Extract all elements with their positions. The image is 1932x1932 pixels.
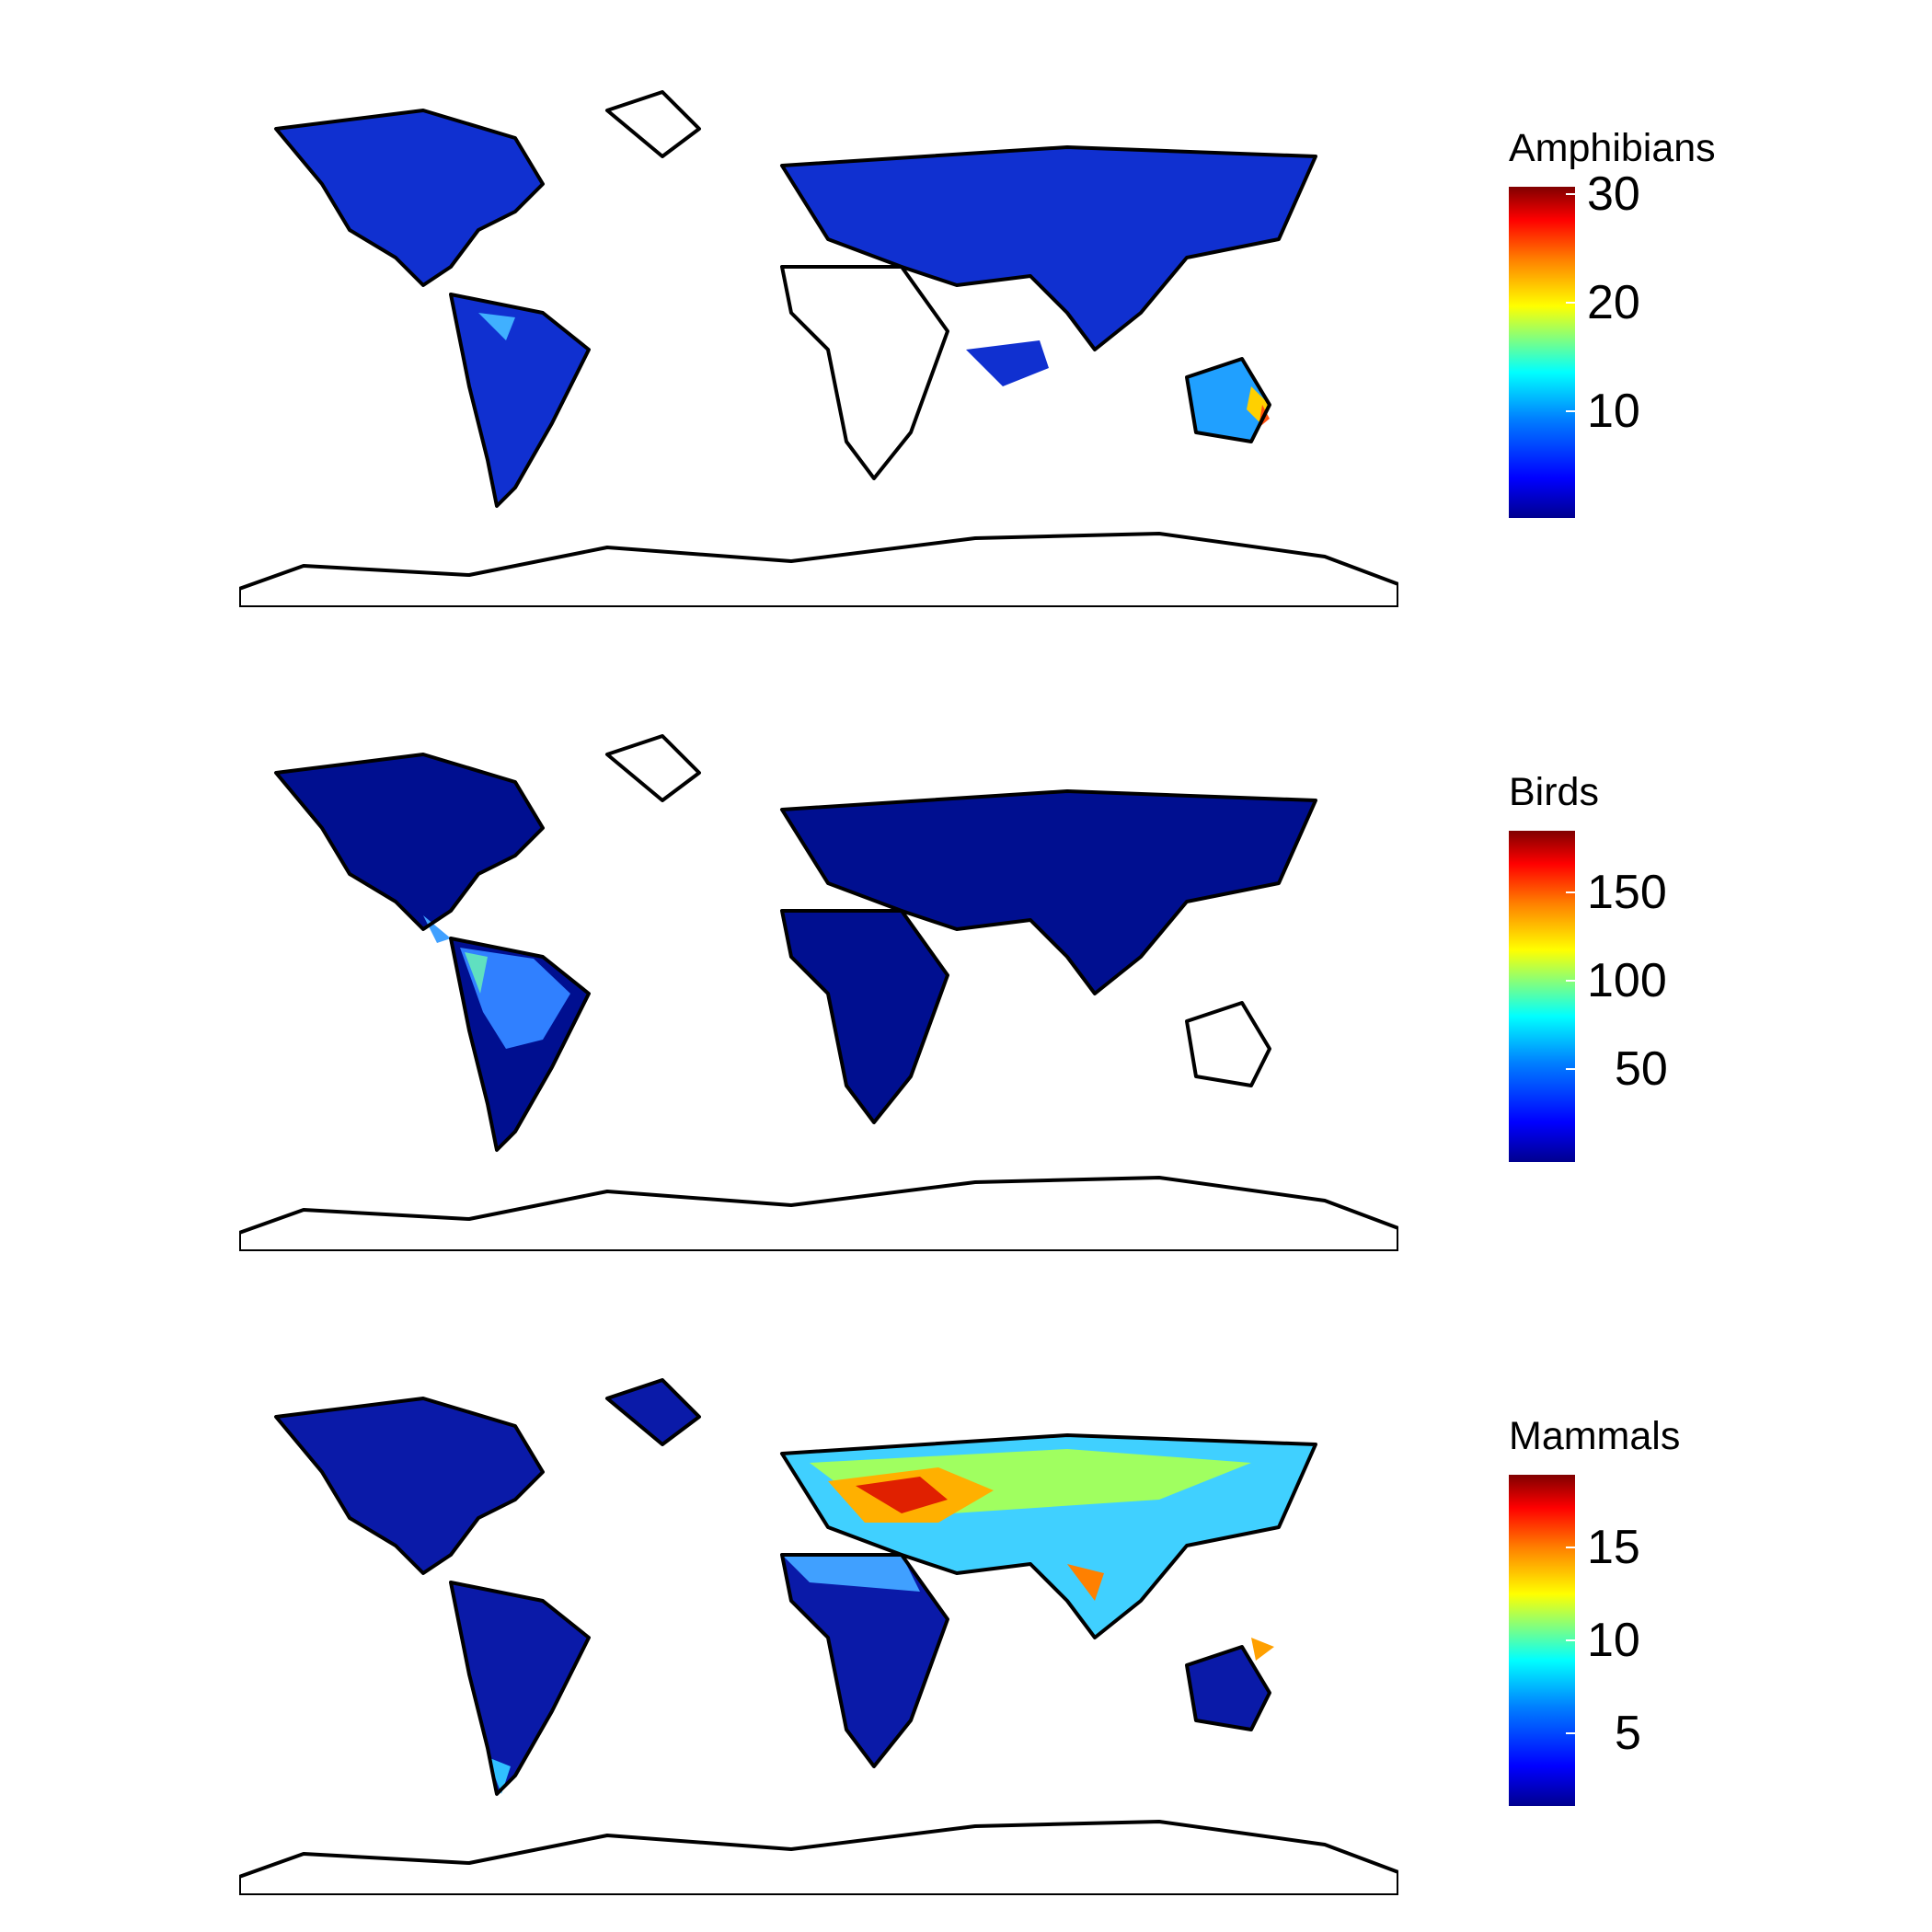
birds-map — [239, 734, 1398, 1251]
land-fill — [276, 110, 1316, 506]
tick-mark — [1566, 1068, 1575, 1070]
birds-panel: Birds 150 100 50 — [0, 644, 1932, 1288]
tick-mark — [1566, 980, 1575, 982]
land-fill — [276, 754, 1316, 1150]
tick-mark — [1566, 410, 1575, 412]
tick-label: 150 — [1587, 866, 1667, 919]
tick-label: 10 — [1587, 385, 1640, 438]
tick-mark — [1566, 302, 1575, 304]
amphibian-hotspots — [478, 313, 1270, 442]
coastlines — [239, 734, 1398, 1251]
tick-label: 15 — [1587, 1521, 1640, 1574]
tick-label: 10 — [1587, 1614, 1640, 1667]
legend-title: Mammals — [1509, 1414, 1681, 1458]
colorbar — [1509, 831, 1575, 1162]
tick-mark — [1566, 1639, 1575, 1641]
tick-label: 30 — [1587, 167, 1640, 221]
tick-mark — [1566, 891, 1575, 893]
tick-mark — [1566, 193, 1575, 195]
mammals-panel: Mammals 15 10 5 — [0, 1288, 1932, 1932]
colorbar — [1509, 187, 1575, 518]
colorbar — [1509, 1475, 1575, 1806]
coastlines — [239, 90, 1398, 607]
land-fill — [276, 1380, 1270, 1794]
mammals-map — [239, 1378, 1398, 1895]
tick-label: 20 — [1587, 276, 1640, 329]
birds-legend: Birds 150 100 50 — [1509, 770, 1877, 1202]
eurasia-gradient — [488, 1435, 1316, 1794]
amphibians-map — [239, 90, 1398, 607]
tick-mark — [1566, 1547, 1575, 1548]
bird-hotspots — [423, 915, 570, 1049]
amphibians-legend: Amphibians 30 20 10 — [1509, 126, 1877, 558]
legend-title: Amphibians — [1509, 126, 1716, 170]
tick-label: 50 — [1615, 1042, 1668, 1096]
mammals-legend: Mammals 15 10 5 — [1509, 1414, 1877, 1846]
tick-mark — [1566, 1732, 1575, 1734]
coastlines — [239, 1378, 1398, 1895]
amphibians-panel: Amphibians 30 20 10 — [0, 0, 1932, 644]
tick-label: 5 — [1615, 1707, 1641, 1760]
legend-title: Birds — [1509, 770, 1599, 814]
tick-label: 100 — [1587, 954, 1667, 1007]
